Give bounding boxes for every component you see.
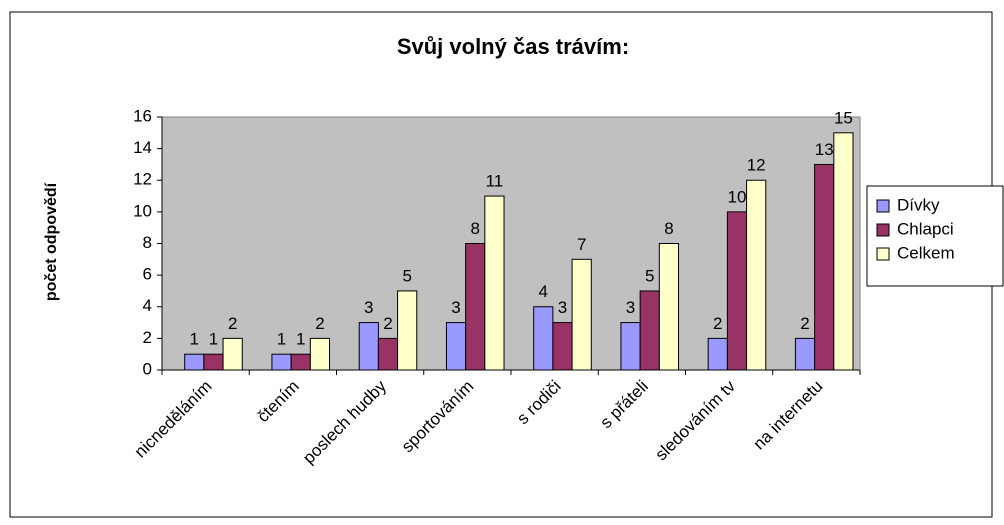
data-label: 1 bbox=[277, 330, 286, 349]
y-tick-label: 0 bbox=[143, 359, 152, 378]
bar bbox=[707, 337, 728, 371]
legend-swatch bbox=[876, 199, 890, 213]
legend-swatch bbox=[876, 247, 890, 261]
bar bbox=[833, 132, 854, 371]
bar bbox=[397, 290, 418, 371]
data-label: 3 bbox=[364, 298, 373, 317]
bar bbox=[184, 353, 205, 371]
y-tick-label: 4 bbox=[143, 296, 152, 315]
data-label: 8 bbox=[470, 219, 479, 238]
bar bbox=[290, 353, 311, 371]
y-tick-label: 8 bbox=[143, 233, 152, 252]
legend-label: Chlapci bbox=[897, 219, 954, 238]
data-label: 2 bbox=[383, 314, 392, 333]
data-label: 3 bbox=[626, 298, 635, 317]
y-tick-label: 12 bbox=[133, 170, 152, 189]
data-label: 12 bbox=[747, 156, 766, 175]
data-label: 1 bbox=[209, 330, 218, 349]
bar bbox=[465, 243, 486, 371]
bar bbox=[377, 337, 399, 371]
data-label: 2 bbox=[315, 314, 324, 333]
bar bbox=[484, 195, 505, 371]
bar bbox=[746, 179, 767, 371]
y-tick-label: 16 bbox=[133, 106, 152, 125]
bar bbox=[620, 322, 641, 371]
y-tick-label: 2 bbox=[143, 328, 152, 347]
data-label: 2 bbox=[228, 314, 237, 333]
legend-label: Celkem bbox=[897, 243, 955, 262]
bar bbox=[814, 163, 835, 371]
bar bbox=[445, 322, 467, 371]
data-label: 1 bbox=[190, 330, 199, 349]
data-label: 11 bbox=[486, 172, 504, 191]
data-label: 2 bbox=[800, 314, 809, 333]
bar bbox=[271, 353, 292, 371]
bar bbox=[639, 290, 660, 371]
data-label: 2 bbox=[713, 314, 722, 333]
bar bbox=[203, 353, 224, 371]
data-label: 1 bbox=[296, 330, 305, 349]
bar bbox=[533, 306, 554, 371]
data-label: 3 bbox=[558, 298, 567, 317]
bar bbox=[794, 337, 816, 371]
bar bbox=[552, 322, 573, 371]
bar bbox=[571, 258, 592, 371]
bar bbox=[309, 337, 331, 371]
data-label: 7 bbox=[577, 235, 586, 254]
data-label: 5 bbox=[645, 266, 654, 285]
data-label: 15 bbox=[834, 108, 853, 127]
bar bbox=[358, 322, 379, 371]
data-label: 5 bbox=[402, 266, 411, 285]
y-tick-label: 6 bbox=[143, 265, 152, 284]
data-label: 10 bbox=[728, 187, 747, 206]
legend bbox=[866, 185, 1004, 287]
legend-swatch bbox=[876, 223, 890, 237]
data-label: 4 bbox=[539, 282, 548, 301]
bar bbox=[658, 243, 680, 371]
bar bbox=[222, 337, 243, 371]
y-axis-label: počet odpovědí bbox=[43, 182, 60, 301]
data-label: 13 bbox=[815, 140, 834, 159]
data-label: 3 bbox=[451, 298, 460, 317]
legend-label: Dívky bbox=[897, 195, 940, 214]
chart-title: Svůj volný čas trávím: bbox=[397, 34, 629, 59]
bar bbox=[726, 211, 748, 371]
y-tick-label: 10 bbox=[133, 201, 152, 220]
data-label: 8 bbox=[664, 219, 673, 238]
y-tick-label: 14 bbox=[133, 138, 152, 157]
